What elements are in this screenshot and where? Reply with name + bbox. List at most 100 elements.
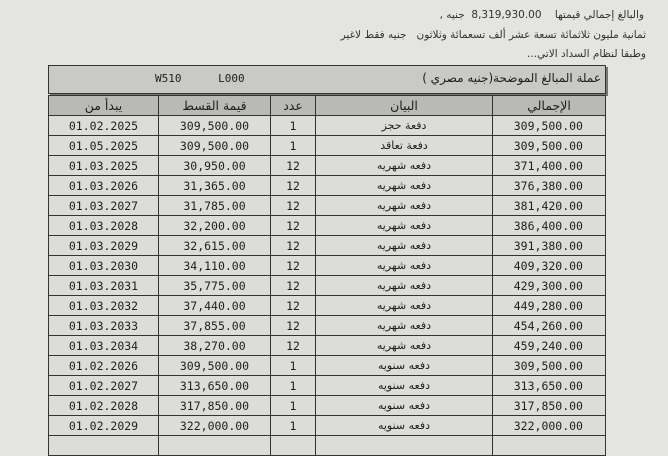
total-amount-line: والبالغ إجمالي قيمتها 8,319,930.00 جنيه … <box>439 9 644 21</box>
cell-description: دفعه شهريه <box>315 235 493 256</box>
cell-total: 409,320.00 <box>492 255 606 276</box>
header-description: البيان <box>315 95 493 116</box>
cell-count: 12 <box>270 215 316 236</box>
header-total: الإجمالي <box>492 95 606 116</box>
payment-plan-intro: وطبقا لنظام السداد الاتي... <box>527 48 646 60</box>
cell-total: 376,380.00 <box>492 175 606 196</box>
cell-count: 12 <box>270 295 316 316</box>
table-row: 01.02.2026 309,500.00 1 دفعه سنويه 309,500.0… <box>48 355 606 376</box>
table-row: 01.05.2025 309,500.00 1 دفعة تعاقد 309,500.0… <box>48 135 606 156</box>
cell-installment: 309,500.00 <box>158 355 271 376</box>
cell-start: 01.03.2026 <box>48 175 159 196</box>
cell-empty <box>48 435 159 456</box>
header-installment: قيمة القسط <box>158 95 271 116</box>
cell-total: 429,300.00 <box>492 275 606 296</box>
cell-count: 12 <box>270 235 316 256</box>
table-row-partial <box>48 435 606 456</box>
cell-total: 449,280.00 <box>492 295 606 316</box>
table-row: 01.03.2030 34,110.00 12 دفعه شهريه 409,320.0… <box>48 255 606 276</box>
table-row: 01.02.2027 313,650.00 1 دفعه سنويه 313,650.0… <box>48 375 606 396</box>
cell-installment: 37,855.00 <box>158 315 271 336</box>
cell-description: دفعه شهريه <box>315 215 493 236</box>
cell-start: 01.02.2028 <box>48 395 159 416</box>
cell-empty <box>315 435 493 456</box>
cell-description: دفعه شهريه <box>315 255 493 276</box>
cell-description: دفعه سنويه <box>315 395 493 416</box>
cell-installment: 32,200.00 <box>158 215 271 236</box>
cell-description: دفعه شهريه <box>315 295 493 316</box>
cell-installment: 37,440.00 <box>158 295 271 316</box>
cell-count: 1 <box>270 415 316 436</box>
table-row: 01.03.2027 31,785.00 12 دفعه شهريه 381,420.0… <box>48 195 606 216</box>
cell-description: دفعه شهريه <box>315 335 493 356</box>
amount-in-words: ثمانية مليون ثلاثمائة تسعة عشر ألف تسعما… <box>340 29 646 41</box>
cell-count: 1 <box>270 375 316 396</box>
cell-start: 01.03.2033 <box>48 315 159 336</box>
cell-total: 309,500.00 <box>492 355 606 376</box>
cell-installment: 322,000.00 <box>158 415 271 436</box>
cell-description: دفعه سنويه <box>315 375 493 396</box>
cell-installment: 30,950.00 <box>158 155 271 176</box>
table-row: 01.02.2029 322,000.00 1 دفعه سنويه 322,000.0… <box>48 415 606 436</box>
table-row: 01.03.2025 30,950.00 12 دفعه شهريه 371,400.0… <box>48 155 606 176</box>
cell-installment: 313,650.00 <box>158 375 271 396</box>
cell-count: 12 <box>270 315 316 336</box>
currency-bar: عملة المبالغ الموضحة(جنيه مصري ) W510 L0… <box>48 65 606 94</box>
cell-start: 01.02.2029 <box>48 415 159 436</box>
cell-start: 01.03.2029 <box>48 235 159 256</box>
table-header-row: يبدأ من قيمة القسط عدد البيان الإجمالي <box>48 95 606 116</box>
table-row: 01.03.2033 37,855.00 12 دفعه شهريه 454,260.0… <box>48 315 606 336</box>
cell-total: 317,850.00 <box>492 395 606 416</box>
cell-description: دفعه شهريه <box>315 155 493 176</box>
cell-description: دفعه شهريه <box>315 275 493 296</box>
cell-count: 12 <box>270 195 316 216</box>
cell-start: 01.03.2031 <box>48 275 159 296</box>
cell-start: 01.03.2025 <box>48 155 159 176</box>
cell-total: 371,400.00 <box>492 155 606 176</box>
cell-count: 12 <box>270 155 316 176</box>
cell-empty <box>270 435 316 456</box>
table-row: 01.03.2031 35,775.00 12 دفعه شهريه 429,300.0… <box>48 275 606 296</box>
cell-description: دفعه شهريه <box>315 175 493 196</box>
cell-installment: 35,775.00 <box>158 275 271 296</box>
cell-description: دفعه سنويه <box>315 355 493 376</box>
cell-installment: 31,365.00 <box>158 175 271 196</box>
cell-total: 313,650.00 <box>492 375 606 396</box>
cell-installment: 34,110.00 <box>158 255 271 276</box>
header-start: يبدأ من <box>48 95 159 116</box>
cell-count: 1 <box>270 135 316 156</box>
cell-installment: 32,615.00 <box>158 235 271 256</box>
reference-codes: W510 L000 <box>155 72 245 85</box>
cell-empty <box>158 435 271 456</box>
cell-count: 12 <box>270 275 316 296</box>
cell-installment: 38,270.00 <box>158 335 271 356</box>
cell-count: 12 <box>270 335 316 356</box>
cell-installment: 317,850.00 <box>158 395 271 416</box>
cell-start: 01.03.2027 <box>48 195 159 216</box>
cell-start: 01.03.2034 <box>48 335 159 356</box>
cell-installment: 309,500.00 <box>158 115 271 136</box>
cell-installment: 309,500.00 <box>158 135 271 156</box>
cell-total: 459,240.00 <box>492 335 606 356</box>
cell-start: 01.02.2026 <box>48 355 159 376</box>
cell-total: 454,260.00 <box>492 315 606 336</box>
cell-count: 1 <box>270 355 316 376</box>
cell-count: 1 <box>270 395 316 416</box>
cell-start: 01.02.2027 <box>48 375 159 396</box>
cell-description: دفعه شهريه <box>315 195 493 216</box>
table-row: 01.03.2026 31,365.00 12 دفعه شهريه 376,380.0… <box>48 175 606 196</box>
cell-description: دفعه شهريه <box>315 315 493 336</box>
cell-total: 391,380.00 <box>492 235 606 256</box>
cell-total: 322,000.00 <box>492 415 606 436</box>
header-count: عدد <box>270 95 316 116</box>
cell-description: دفعة تعاقد <box>315 135 493 156</box>
cell-installment: 31,785.00 <box>158 195 271 216</box>
cell-description: دفعه سنويه <box>315 415 493 436</box>
cell-start: 01.05.2025 <box>48 135 159 156</box>
currency-label: عملة المبالغ الموضحة(جنيه مصري ) <box>422 71 601 85</box>
table-row: 01.03.2032 37,440.00 12 دفعه شهريه 449,280.0… <box>48 295 606 316</box>
cell-count: 12 <box>270 255 316 276</box>
cell-total: 381,420.00 <box>492 195 606 216</box>
cell-start: 01.02.2025 <box>48 115 159 136</box>
payment-schedule-table: يبدأ من قيمة القسط عدد البيان الإجمالي 0… <box>48 95 606 456</box>
